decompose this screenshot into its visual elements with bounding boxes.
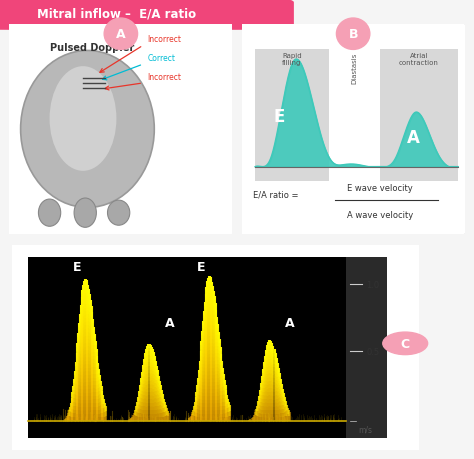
Bar <box>380 50 458 182</box>
Text: A: A <box>164 316 174 329</box>
FancyBboxPatch shape <box>5 23 235 236</box>
Ellipse shape <box>50 67 117 171</box>
Ellipse shape <box>21 51 155 208</box>
Text: 0.5: 0.5 <box>366 347 380 356</box>
FancyBboxPatch shape <box>237 23 467 236</box>
Circle shape <box>104 19 137 50</box>
Text: E/A ratio =: E/A ratio = <box>253 190 301 199</box>
Bar <box>28 258 346 437</box>
Text: E wave velocity: E wave velocity <box>347 184 413 193</box>
Circle shape <box>383 332 428 355</box>
FancyBboxPatch shape <box>0 0 294 31</box>
Text: B: B <box>348 28 358 41</box>
Text: Incorrect: Incorrect <box>147 35 182 44</box>
Bar <box>346 258 387 437</box>
Text: A: A <box>116 28 126 41</box>
Text: Correct: Correct <box>147 54 175 63</box>
Text: E: E <box>197 260 206 274</box>
Text: E: E <box>274 108 285 126</box>
Ellipse shape <box>108 201 130 226</box>
FancyBboxPatch shape <box>4 241 428 454</box>
Ellipse shape <box>38 200 61 227</box>
Text: A: A <box>285 316 295 329</box>
Text: Diastasis: Diastasis <box>351 52 357 84</box>
Text: Pulsed Doppler: Pulsed Doppler <box>50 43 134 53</box>
Text: 1.0: 1.0 <box>366 280 380 289</box>
Circle shape <box>337 19 370 50</box>
Text: Incorrect: Incorrect <box>147 73 182 82</box>
Text: Rapid
filling: Rapid filling <box>282 52 301 65</box>
Text: Atrial
contraction: Atrial contraction <box>399 52 439 65</box>
Text: E: E <box>73 260 82 274</box>
Text: m/s: m/s <box>358 425 373 433</box>
Text: A wave velocity: A wave velocity <box>347 211 413 220</box>
Ellipse shape <box>74 199 96 228</box>
Text: C: C <box>401 337 410 350</box>
Bar <box>255 50 328 182</box>
Text: A: A <box>407 129 419 147</box>
Text: Mitral inflow –  E/A ratio: Mitral inflow – E/A ratio <box>37 8 196 21</box>
